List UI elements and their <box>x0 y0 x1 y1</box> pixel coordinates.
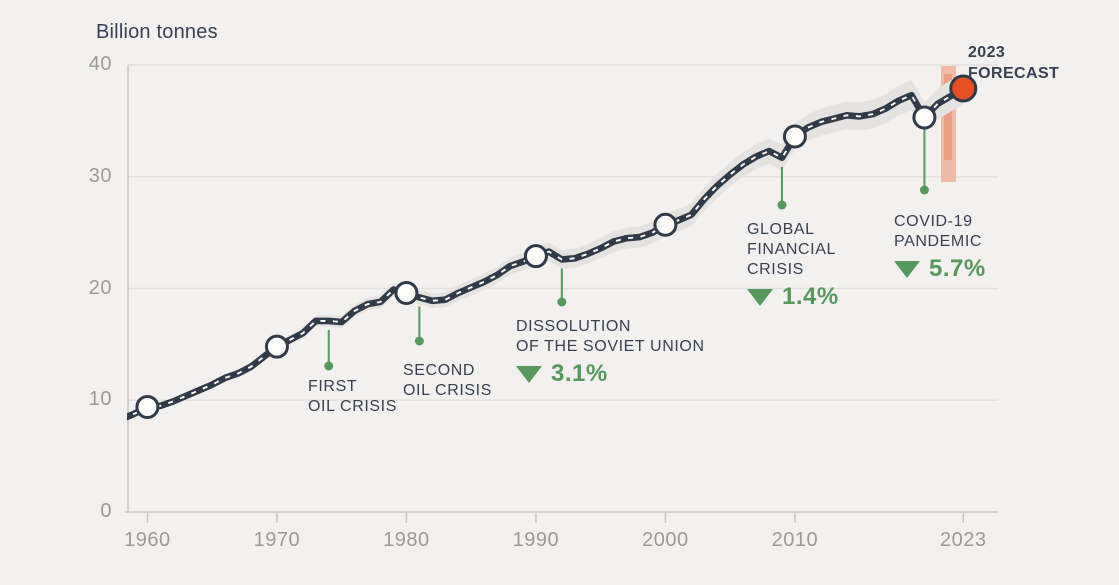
annotation-label-line: FINANCIAL <box>747 240 839 260</box>
annotation-global-financial-crisis: GLOBALFINANCIALCRISIS 1.4% <box>747 220 839 307</box>
x-tick-label-1960: 1960 <box>102 529 192 552</box>
drop-triangle-icon <box>894 261 920 278</box>
y-tick-label-40: 40 <box>60 53 112 76</box>
forecast-label-line: FORECAST <box>968 63 1059 84</box>
x-tick-label-1970: 1970 <box>232 529 322 552</box>
drop-pct-value: 3.1% <box>551 364 608 384</box>
drop-pct-value: 1.4% <box>782 287 839 307</box>
decade-marker-2000 <box>655 214 676 235</box>
x-tick-label-2010: 2010 <box>750 529 840 552</box>
drop-pct-row: 5.7% <box>894 259 986 279</box>
y-tick-label-10: 10 <box>60 388 112 411</box>
annotation-dot-dissolution-of-the-soviet-union <box>557 298 566 307</box>
annotation-first-oil-crisis: FIRSTOIL CRISIS <box>308 377 397 417</box>
drop-triangle-icon <box>747 289 773 306</box>
decade-marker-1990 <box>525 246 546 267</box>
annotation-dissolution-of-the-soviet-union: DISSOLUTIONOF THE SOVIET UNION 3.1% <box>516 317 705 384</box>
decade-marker-2010 <box>784 126 805 147</box>
decade-marker-1970 <box>266 336 287 357</box>
annotation-label-line: PANDEMIC <box>894 232 986 252</box>
x-tick-label-1990: 1990 <box>491 529 581 552</box>
annotation-label-line: CRISIS <box>747 260 839 280</box>
annotation-label-line: GLOBAL <box>747 220 839 240</box>
decade-marker-1980 <box>396 282 417 303</box>
decade-marker-2020 <box>914 107 935 128</box>
annotation-dot-covid-19-pandemic <box>920 186 929 195</box>
annotation-label-line: FIRST <box>308 377 397 397</box>
x-tick-label-2023: 2023 <box>918 529 1008 552</box>
annotation-label-line: OF THE SOVIET UNION <box>516 337 705 357</box>
emissions-chart: Billion tonnes 0102030401960197019801990… <box>0 0 1119 585</box>
annotation-label-line: DISSOLUTION <box>516 317 705 337</box>
y-tick-label-0: 0 <box>60 500 112 523</box>
annotation-label-line: COVID-19 <box>894 212 986 232</box>
y-tick-label-30: 30 <box>60 165 112 188</box>
plot-svg <box>0 0 1119 585</box>
drop-triangle-icon <box>516 366 542 383</box>
annotation-covid-19-pandemic: COVID-19PANDEMIC 5.7% <box>894 212 986 279</box>
annotation-dot-second-oil-crisis <box>415 337 424 346</box>
forecast-label-line: 2023 <box>968 42 1059 63</box>
forecast-label: 2023FORECAST <box>968 42 1059 84</box>
y-tick-label-20: 20 <box>60 277 112 300</box>
decade-marker-1960 <box>137 396 158 417</box>
annotation-second-oil-crisis: SECONDOIL CRISIS <box>403 361 492 401</box>
annotation-label-line: OIL CRISIS <box>403 381 492 401</box>
drop-pct-row: 1.4% <box>747 287 839 307</box>
drop-pct-row: 3.1% <box>516 364 705 384</box>
annotation-dot-first-oil-crisis <box>324 362 333 371</box>
x-tick-label-1980: 1980 <box>361 529 451 552</box>
drop-pct-value: 5.7% <box>929 259 986 279</box>
annotation-dot-global-financial-crisis <box>777 201 786 210</box>
annotation-label-line: SECOND <box>403 361 492 381</box>
annotation-label-line: OIL CRISIS <box>308 397 397 417</box>
x-tick-label-2000: 2000 <box>620 529 710 552</box>
